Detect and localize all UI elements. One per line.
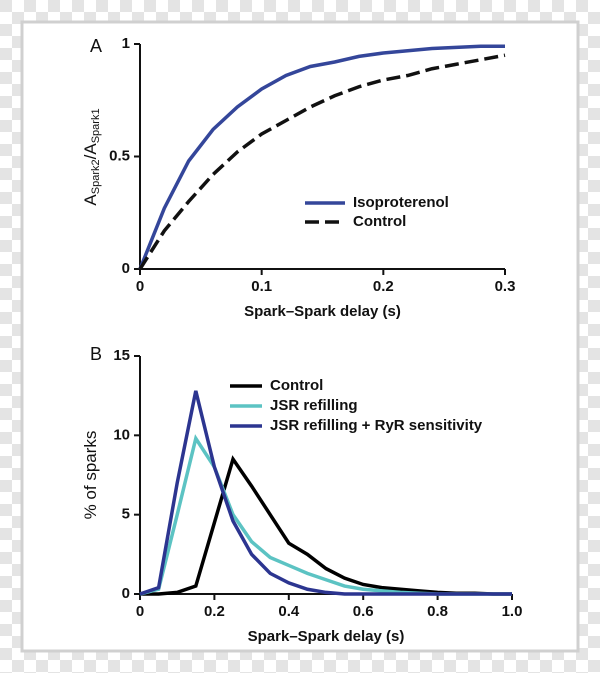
- y-axis-label-part: Spark2: [90, 159, 102, 194]
- legend-label: Isoproterenol: [353, 194, 449, 211]
- x-tick-label: 0.3: [495, 278, 516, 295]
- series-line: [138, 44, 505, 270]
- y-tick-label: 1: [122, 35, 130, 52]
- legend-label: JSR refilling: [270, 397, 358, 414]
- x-tick-label: 0.4: [278, 603, 300, 620]
- y-tick-label: 0.5: [109, 147, 130, 164]
- y-axis-label-part: A: [81, 194, 100, 206]
- y-tick-label: 0: [122, 260, 130, 277]
- x-tick-label: 0.2: [373, 278, 394, 295]
- x-tick-label: 0.6: [353, 603, 374, 620]
- series-line: [139, 390, 512, 596]
- x-tick-label: 0: [136, 603, 144, 620]
- x-tick-label: 0.8: [427, 603, 448, 620]
- legend-label: JSR refilling + RyR sensitivity: [270, 417, 483, 434]
- x-tick-label: 1.0: [502, 603, 523, 620]
- y-axis-label: ASpark2/ASpark1: [81, 108, 101, 205]
- panel: [20, 20, 580, 653]
- y-tick-label: 5: [122, 506, 130, 523]
- legend-label: Control: [270, 377, 323, 394]
- y-tick-label: 0: [122, 585, 130, 602]
- y-axis-label-part: /A: [81, 143, 100, 160]
- panel-label: A: [90, 36, 102, 56]
- x-axis-label: Spark–Spark delay (s): [248, 628, 405, 645]
- y-axis-label-part: % of sparks: [81, 431, 100, 520]
- y-tick-label: 10: [113, 426, 130, 443]
- y-axis-label-part: Spark1: [90, 108, 102, 143]
- x-tick-label: 0.1: [251, 278, 272, 295]
- series-line: [138, 53, 506, 270]
- y-tick-label: 15: [113, 347, 130, 364]
- y-axis-label: % of sparks: [81, 431, 100, 520]
- panel-label: B: [90, 344, 102, 364]
- x-tick-label: 0: [136, 278, 144, 295]
- x-tick-label: 0.2: [204, 603, 225, 620]
- legend-label: Control: [353, 213, 406, 230]
- x-axis-label: Spark–Spark delay (s): [244, 303, 401, 320]
